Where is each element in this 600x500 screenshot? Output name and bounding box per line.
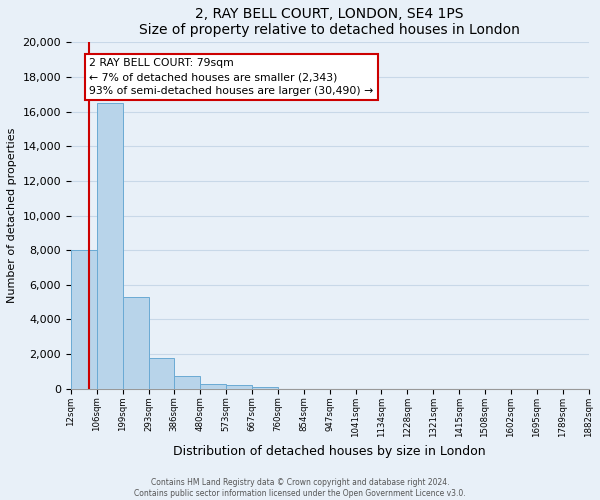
- Bar: [200, 384, 226, 388]
- Bar: [122, 297, 149, 388]
- Y-axis label: Number of detached properties: Number of detached properties: [7, 128, 17, 304]
- Text: Contains HM Land Registry data © Crown copyright and database right 2024.
Contai: Contains HM Land Registry data © Crown c…: [134, 478, 466, 498]
- Title: 2, RAY BELL COURT, LONDON, SE4 1PS
Size of property relative to detached houses : 2, RAY BELL COURT, LONDON, SE4 1PS Size …: [139, 7, 520, 37]
- Bar: [71, 250, 97, 388]
- X-axis label: Distribution of detached houses by size in London: Distribution of detached houses by size …: [173, 445, 486, 458]
- Bar: [149, 358, 175, 388]
- Bar: [252, 387, 278, 388]
- Bar: [226, 385, 252, 388]
- Text: 2 RAY BELL COURT: 79sqm
← 7% of detached houses are smaller (2,343)
93% of semi-: 2 RAY BELL COURT: 79sqm ← 7% of detached…: [89, 58, 373, 96]
- Bar: [175, 376, 200, 388]
- Bar: [97, 103, 122, 389]
